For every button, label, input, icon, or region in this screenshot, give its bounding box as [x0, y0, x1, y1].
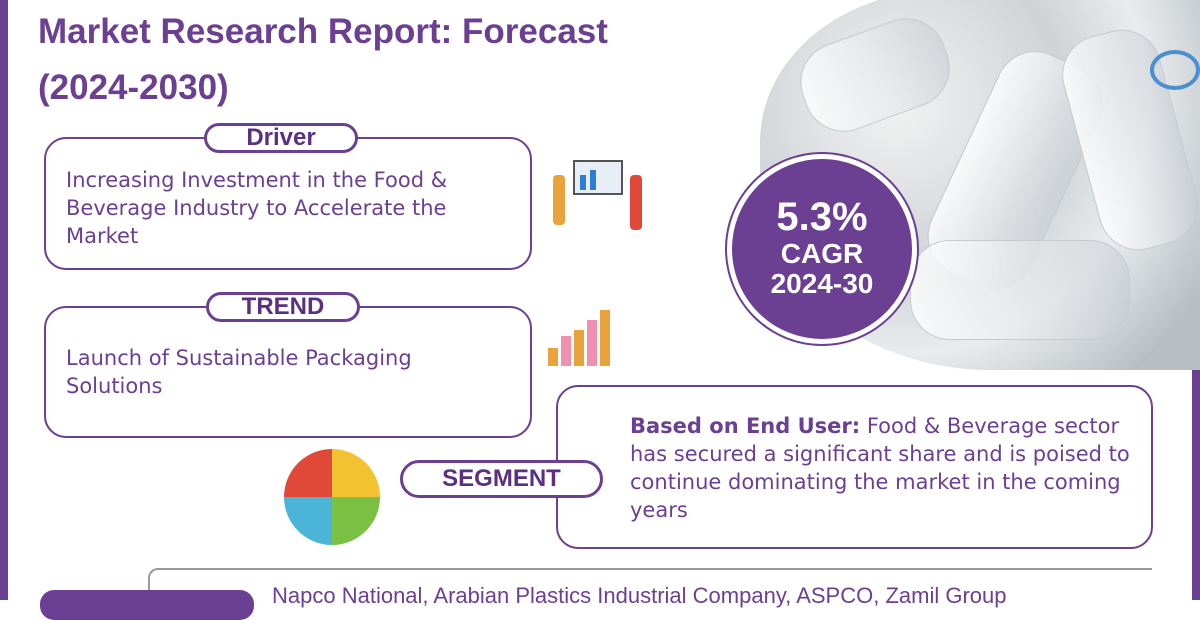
trend-label: TREND [206, 292, 360, 322]
business-analytics-icon [548, 155, 648, 235]
players-text: Napco National, Arabian Plastics Industr… [272, 583, 1007, 608]
segment-label: SEGMENT [400, 460, 603, 498]
growth-chart-icon [548, 300, 610, 366]
driver-box: Increasing Investment in the Food & Beve… [44, 137, 532, 270]
players-connector [148, 568, 1152, 608]
driver-text: Increasing Investment in the Food & Beve… [66, 168, 448, 248]
trend-box: Launch of Sustainable Packaging Solution… [44, 306, 532, 438]
cagr-period: 2024-30 [770, 268, 874, 299]
left-border [0, 0, 8, 600]
title-line-1: Market Research Report: Forecast [38, 12, 608, 51]
segment-box [556, 385, 1153, 549]
title-line-2: (2024-2030) [38, 68, 229, 107]
segment-text: Based on End User: Food & Beverage secto… [630, 412, 1140, 524]
cagr-label: CAGR [780, 238, 864, 269]
trend-text: Launch of Sustainable Packaging Solution… [66, 346, 412, 398]
driver-label: Driver [204, 123, 358, 153]
segment-people-icon [284, 449, 380, 545]
players-label-pill [40, 590, 254, 620]
segment-heading: Based on End User: [630, 414, 861, 438]
segment-description: Food & Beverage sector has secured a sig… [630, 414, 1130, 522]
cagr-value: 5.3% [776, 195, 868, 239]
cagr-badge: 5.3% CAGR 2024-30 [727, 154, 917, 344]
